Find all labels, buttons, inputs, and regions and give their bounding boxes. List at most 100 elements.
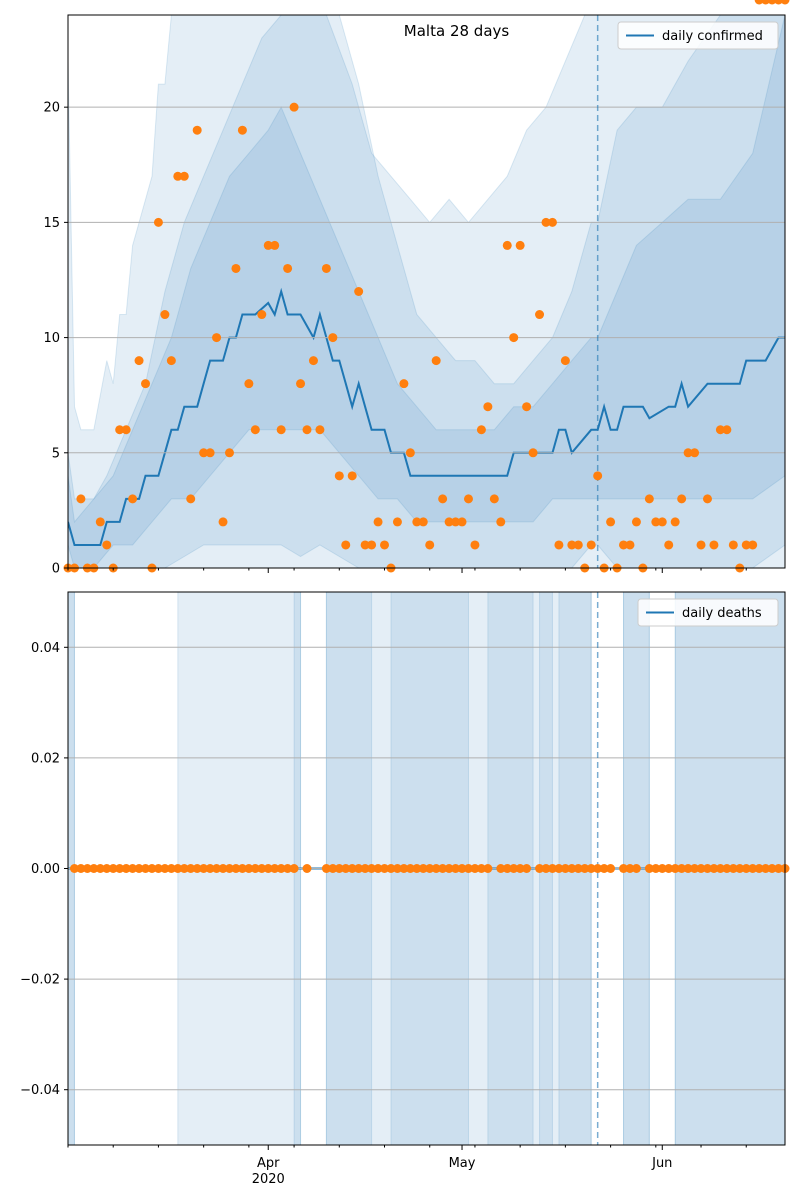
data-point xyxy=(425,864,435,873)
data-point xyxy=(664,540,674,550)
data-point xyxy=(102,540,112,550)
data-point xyxy=(418,517,428,527)
data-point xyxy=(444,517,454,527)
data-point xyxy=(509,864,519,873)
data-point xyxy=(528,448,538,458)
data-point xyxy=(270,240,280,250)
data-point xyxy=(347,864,357,873)
data-point xyxy=(380,540,390,550)
data-point xyxy=(451,517,461,527)
data-point xyxy=(619,864,629,873)
data-point xyxy=(515,864,525,873)
data-point xyxy=(141,379,151,389)
data-point xyxy=(741,864,751,873)
data-point xyxy=(735,864,745,873)
data-point xyxy=(192,125,202,135)
data-point xyxy=(606,517,616,527)
data-point xyxy=(535,310,545,320)
data-point xyxy=(244,864,254,873)
data-point xyxy=(302,425,312,435)
data-point xyxy=(218,517,228,527)
data-point xyxy=(186,494,196,504)
data-point xyxy=(231,263,241,273)
data-point xyxy=(212,864,222,873)
data-point xyxy=(380,864,390,873)
data-point xyxy=(283,263,293,273)
data-point xyxy=(108,864,118,873)
data-point xyxy=(457,864,467,873)
data-point xyxy=(554,864,564,873)
data-point xyxy=(95,517,105,527)
data-point xyxy=(573,864,583,873)
y-tick-label: 0.00 xyxy=(31,862,60,877)
data-point xyxy=(315,425,325,435)
data-point xyxy=(444,864,454,873)
data-point xyxy=(334,471,344,481)
data-point xyxy=(522,402,532,412)
data-point xyxy=(134,864,144,873)
band-inner xyxy=(68,15,785,568)
data-point xyxy=(160,864,170,873)
data-point xyxy=(728,540,738,550)
data-point xyxy=(657,517,667,527)
data-point xyxy=(502,864,512,873)
data-point xyxy=(451,864,461,873)
data-point xyxy=(748,864,758,873)
data-point xyxy=(470,540,480,550)
data-point xyxy=(360,540,370,550)
data-point xyxy=(431,356,441,366)
data-point xyxy=(412,517,422,527)
data-point xyxy=(347,471,357,481)
data-point xyxy=(748,540,758,550)
data-point xyxy=(476,864,486,873)
data-point xyxy=(702,864,712,873)
data-point xyxy=(276,864,286,873)
data-point xyxy=(179,864,189,873)
data-point xyxy=(102,864,112,873)
data-point xyxy=(425,540,435,550)
data-point xyxy=(186,864,196,873)
data-point xyxy=(373,864,383,873)
data-point xyxy=(631,517,641,527)
data-point xyxy=(715,425,725,435)
y-tick-label: 15 xyxy=(43,216,60,231)
data-point xyxy=(690,864,700,873)
data-point xyxy=(166,864,176,873)
data-point xyxy=(463,494,473,504)
data-point xyxy=(774,864,784,873)
data-point xyxy=(173,171,183,181)
data-point xyxy=(715,864,725,873)
legend-box xyxy=(617,21,779,50)
data-point xyxy=(257,310,267,320)
data-point xyxy=(554,540,564,550)
data-point xyxy=(263,864,273,873)
data-point xyxy=(754,864,764,873)
data-point xyxy=(153,217,163,227)
data-point xyxy=(683,864,693,873)
data-point xyxy=(547,217,557,227)
data-point xyxy=(761,864,771,873)
y-tick-label: 0.04 xyxy=(31,641,60,656)
legend-label: daily deaths xyxy=(682,606,762,621)
data-point xyxy=(205,448,215,458)
data-point xyxy=(625,540,635,550)
data-point xyxy=(696,864,706,873)
data-point xyxy=(690,448,700,458)
data-point xyxy=(212,333,222,343)
data-point xyxy=(722,864,732,873)
data-point xyxy=(141,864,151,873)
data-point xyxy=(651,864,661,873)
data-point xyxy=(399,379,409,389)
data-point xyxy=(593,864,603,873)
data-point xyxy=(289,864,299,873)
data-point xyxy=(276,425,286,435)
legend: daily confirmed xyxy=(617,21,779,50)
data-point xyxy=(321,864,331,873)
data-point xyxy=(702,494,712,504)
data-point xyxy=(76,864,86,873)
data-point xyxy=(76,494,86,504)
y-tick-label: −0.04 xyxy=(20,1083,60,1098)
y-tick-label: 20 xyxy=(43,101,60,116)
